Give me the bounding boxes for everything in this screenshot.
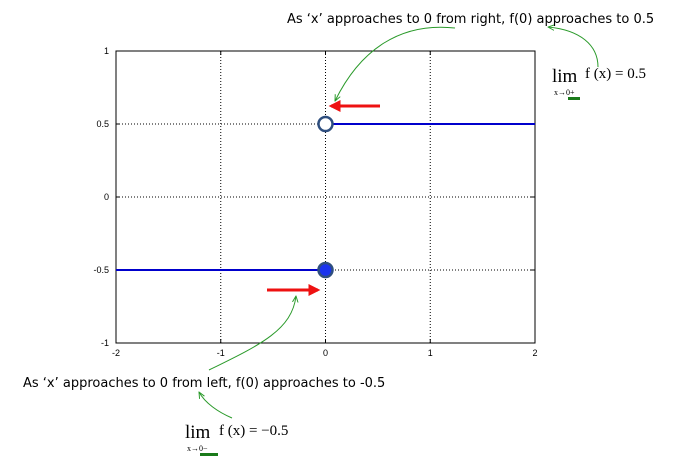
x-tick-label: -1 xyxy=(217,348,225,358)
series-lines xyxy=(116,123,535,271)
right-limit-expression: lim x→0+ f (x) = 0.5 xyxy=(552,66,646,100)
right-annotation-pointer xyxy=(335,26,456,101)
left-annotation-pointer xyxy=(208,296,296,371)
x-tick-label: 2 xyxy=(532,348,537,358)
right-limit-pointer xyxy=(548,27,599,68)
left-limit-expression: lim x→0− f (x) = −0.5 xyxy=(185,422,288,456)
x-tick-label: -2 xyxy=(112,348,120,358)
right-limit-underline xyxy=(568,97,580,100)
right-limit-subscript: x→0+ xyxy=(554,88,575,97)
left-limit-pointer xyxy=(199,392,233,419)
grid-lines xyxy=(116,51,535,343)
plot-frame xyxy=(115,50,536,344)
axis-ticks: -2 -1 0 1 210.50-0.5-1 xyxy=(93,46,537,358)
endpoint-markers xyxy=(317,115,334,279)
y-tick-label: 0.5 xyxy=(96,119,109,129)
x-tick-label: 0 xyxy=(323,348,328,358)
left-annotation-text: As ‘x’ approaches to 0 from left, f(0) a… xyxy=(23,376,385,391)
left-limit-lim: lim xyxy=(185,422,211,443)
right-limit-lim: lim xyxy=(552,66,578,87)
y-tick-label: -1 xyxy=(101,338,109,348)
y-tick-label: 0 xyxy=(104,192,109,202)
y-tick-label: 1 xyxy=(104,46,109,56)
closed-endpoint-marker xyxy=(317,261,334,279)
left-limit-expr: f (x) = −0.5 xyxy=(219,423,288,439)
left-limit-underline xyxy=(200,453,218,456)
left-limit-subscript: x→0− xyxy=(187,444,208,453)
open-endpoint-marker xyxy=(317,115,334,133)
right-limit-expr: f (x) = 0.5 xyxy=(585,66,646,82)
x-tick-label: 1 xyxy=(428,348,433,358)
right-annotation-text: As ‘x’ approaches to 0 from right, f(0) … xyxy=(287,12,654,27)
y-tick-label: -0.5 xyxy=(93,265,109,275)
